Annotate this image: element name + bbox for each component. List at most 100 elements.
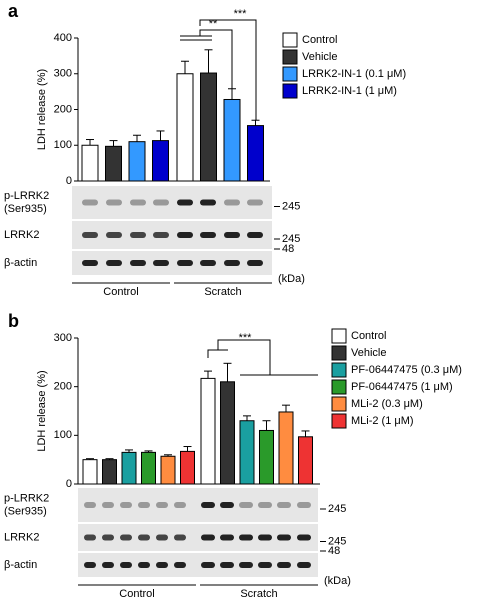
significance: *** [239,332,253,344]
bar [220,381,235,485]
y-tick-label: 0 [66,478,72,490]
kda-label: 245 [282,200,300,212]
blot-band [130,260,146,266]
blot-band [224,199,240,206]
blot-band [277,562,291,568]
blot-strip [72,251,272,275]
bar [81,144,99,182]
blot-band [201,562,215,568]
blot-band [120,502,132,508]
kda-label: 245 [282,233,300,245]
blot-band [106,232,122,238]
kda-label: 245 [328,535,346,547]
blot-label: LRRK2 [4,531,39,543]
legend-swatch [331,396,347,412]
blot-band [153,260,169,266]
bar [239,420,255,485]
legend-swatch [331,328,347,344]
bar [180,450,195,485]
bar [82,459,98,485]
legend-label: Control [302,34,337,46]
blot-band [84,562,96,568]
blot-band [247,199,263,206]
blot-band [247,232,263,238]
legend-swatch [331,379,347,395]
kda-unit: (kDa) [324,575,351,587]
y-tick-label: 300 [54,332,72,344]
blot-band [130,232,146,238]
y-tick-label: 300 [54,68,72,80]
significance: *** [234,8,248,20]
bar [200,377,216,485]
bar [121,451,137,485]
blot-band [120,534,132,541]
blot-band [82,199,98,206]
blot-band [106,260,122,266]
blot-label: p-LRRK2 [4,190,49,202]
bar [176,73,194,182]
blot-strip [72,186,272,219]
blot-band [200,260,216,266]
blot-band [277,502,291,508]
blot-band [277,534,291,541]
legend-label: MLi-2 (1 μM) [351,415,414,427]
bracket [180,19,257,120]
blot-band [200,232,216,238]
panel-letter: a [8,1,19,21]
legend-label: MLi-2 (0.3 μM) [351,398,423,410]
blot-band [247,260,263,266]
kda-label: 48 [328,545,340,557]
blot-band [174,534,186,541]
bar [298,436,313,485]
blot-label: β-actin [4,559,37,571]
legend-swatch [331,362,347,378]
y-tick-label: 400 [54,32,72,44]
blot-band [201,534,215,541]
legend-label: PF-06447475 (1 μM) [351,381,453,393]
blot-band [177,199,193,206]
blot-band [200,199,216,206]
blot-label: LRRK2 [4,229,39,241]
bar [152,140,169,182]
bar [141,451,156,485]
blot-band [220,534,234,541]
panel-letter: b [8,311,19,331]
kda-label: 48 [282,243,294,255]
blot-band [224,232,240,238]
legend-label: Vehicle [302,51,337,63]
blot-band [239,562,253,568]
blot-band [102,562,114,568]
group-label: Scratch [204,286,241,298]
bar [105,145,122,182]
legend-swatch [282,32,298,48]
significance: ** [209,18,218,30]
bar [247,125,264,182]
blot-band [106,199,122,206]
blot-band [224,260,240,266]
y-axis-label: LDH release (%) [36,370,48,451]
bracket [207,339,318,376]
blot-band [297,534,311,541]
legend-swatch [282,49,298,65]
blot-band [156,534,168,541]
bar [259,429,274,485]
blot-band [120,562,132,568]
blot-band [102,534,114,541]
blot-band [138,534,150,541]
blot-label: p-LRRK2 [4,492,49,504]
legend-label: LRRK2-IN-1 (1 μM) [302,85,397,97]
legend-label: PF-06447475 (0.3 μM) [351,364,462,376]
bracket [180,29,233,90]
blot-band [156,562,168,568]
blot-band [82,260,98,266]
blot-band [258,562,272,568]
blot-strip [72,221,272,249]
blot-band [138,502,150,508]
bar [160,455,176,485]
blot-band [220,562,234,568]
bar [223,98,241,182]
bar [102,459,117,485]
blot-band [84,502,96,508]
blot-band [220,502,234,508]
